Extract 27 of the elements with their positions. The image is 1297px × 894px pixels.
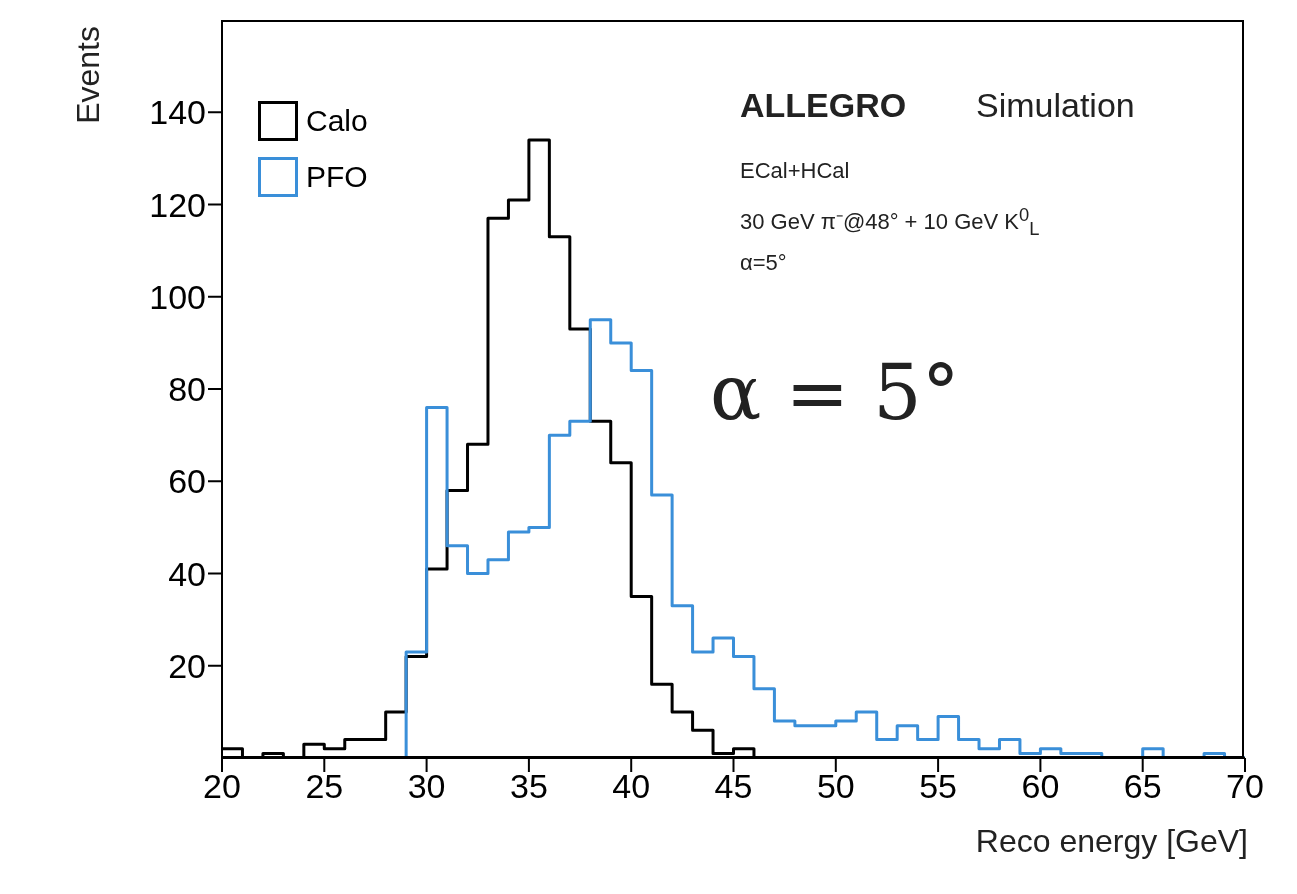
x-tick-label: 55 xyxy=(919,767,958,806)
annotation: Simulation xyxy=(976,86,1135,125)
x-tick-label: 40 xyxy=(612,767,651,806)
y-axis-title: Events xyxy=(70,26,107,126)
x-tick-label: 25 xyxy=(305,767,344,806)
x-tick-label: 65 xyxy=(1123,767,1162,806)
annotation: ALLEGRO xyxy=(740,86,907,125)
y-tick-label: 140 xyxy=(149,93,206,132)
x-tick-label: 45 xyxy=(714,767,753,806)
y-tick-label: 20 xyxy=(168,646,206,685)
annotation: ECal+HCal xyxy=(740,158,850,184)
x-tick-label: 50 xyxy=(816,767,855,806)
x-axis-title: Reco energy [GeV] xyxy=(975,823,1248,860)
y-tick-label: 40 xyxy=(168,554,206,593)
y-tick-label: 80 xyxy=(168,370,206,409)
legend-label: PFO xyxy=(306,160,368,194)
x-tick-label: 70 xyxy=(1226,767,1264,806)
legend-label: Calo xyxy=(306,104,368,138)
annotation: α = 5° xyxy=(710,348,960,437)
annotation: α=5° xyxy=(740,250,787,276)
x-tick-label: 30 xyxy=(407,767,446,806)
x-tick-label: 60 xyxy=(1021,767,1060,806)
y-tick-label: 60 xyxy=(168,462,206,501)
x-tick-label: 35 xyxy=(509,767,548,806)
y-tick-label: 100 xyxy=(149,277,206,316)
x-tick-label: 20 xyxy=(203,767,241,806)
y-tick-label: 120 xyxy=(149,185,206,224)
